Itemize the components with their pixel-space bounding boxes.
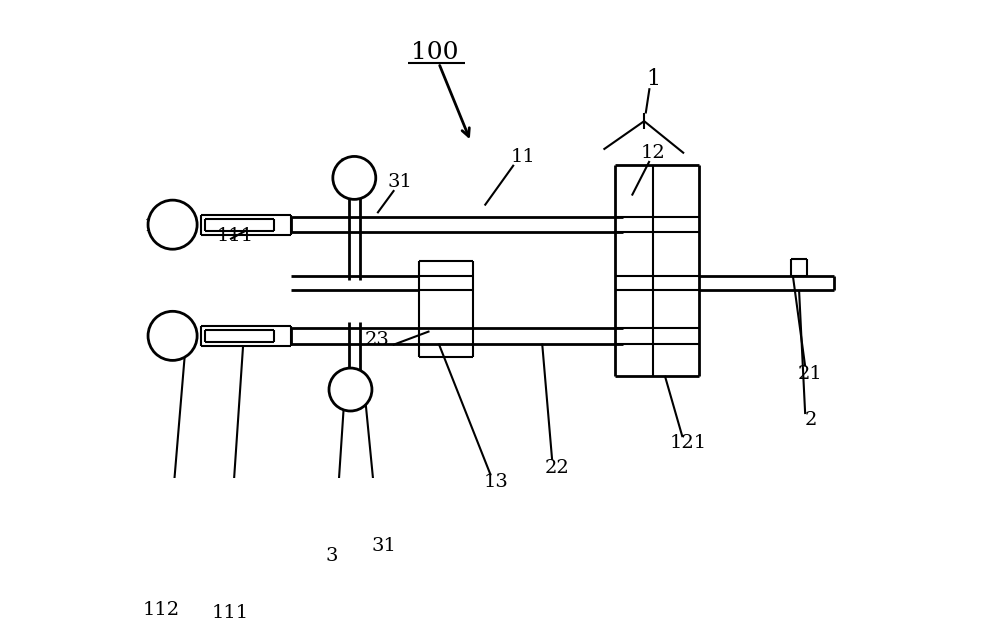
- Text: 13: 13: [484, 472, 509, 490]
- Text: 2: 2: [804, 411, 817, 429]
- Text: 3: 3: [325, 547, 338, 565]
- Text: 3: 3: [339, 158, 351, 176]
- Text: 31: 31: [371, 537, 396, 555]
- Text: 11: 11: [511, 148, 535, 166]
- Text: 112: 112: [143, 601, 180, 619]
- Circle shape: [333, 156, 376, 199]
- Text: 23: 23: [365, 331, 390, 349]
- Text: 112: 112: [144, 217, 181, 235]
- Circle shape: [329, 368, 372, 411]
- Text: 100: 100: [411, 40, 459, 64]
- Circle shape: [148, 312, 197, 360]
- Text: 31: 31: [388, 173, 413, 191]
- Text: 22: 22: [545, 459, 570, 477]
- Text: 121: 121: [669, 434, 706, 452]
- Text: 21: 21: [798, 365, 823, 383]
- Text: 111: 111: [212, 604, 249, 622]
- Circle shape: [148, 200, 197, 249]
- Text: 111: 111: [217, 227, 254, 245]
- Text: 12: 12: [641, 145, 666, 163]
- Text: 1: 1: [646, 68, 660, 90]
